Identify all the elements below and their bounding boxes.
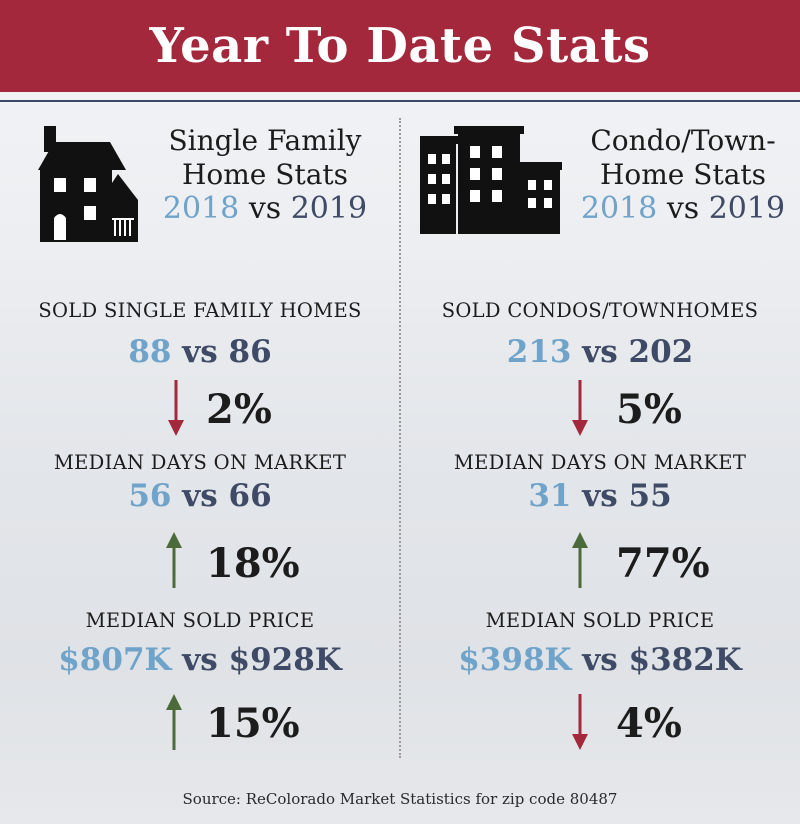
column-divider bbox=[399, 118, 401, 758]
value-2019: 202 bbox=[628, 334, 694, 370]
vs-label: vs bbox=[182, 478, 218, 514]
value-2018: $807K bbox=[58, 642, 172, 678]
stat-values-sold-homes: 88 vs 86 bbox=[0, 334, 400, 370]
value-2018: $398K bbox=[458, 642, 572, 678]
arrow-down-icon bbox=[572, 380, 588, 436]
value-2018: 56 bbox=[128, 478, 172, 514]
change-percent: 2% bbox=[206, 386, 272, 433]
value-2019: 55 bbox=[628, 478, 672, 514]
change-percent: 77% bbox=[616, 540, 710, 587]
title-banner: Year To Date Stats bbox=[0, 0, 800, 92]
change-percent: 5% bbox=[616, 386, 682, 433]
arrow-up-icon bbox=[166, 694, 182, 750]
vs-label: vs bbox=[182, 334, 218, 370]
year-2019: 2019 bbox=[708, 191, 786, 226]
value-2019: 86 bbox=[228, 334, 272, 370]
single-family-column: Single Family Home Stats 2018 vs 2019 SO… bbox=[0, 124, 400, 750]
vs-label: vs bbox=[582, 334, 618, 370]
year-2018: 2018 bbox=[162, 191, 240, 226]
arrow-up-icon bbox=[166, 532, 182, 588]
heading-line-1: Condo/Town- bbox=[590, 124, 776, 157]
arrow-down-icon bbox=[168, 380, 184, 436]
stat-label-sold-price: MEDIAN SOLD PRICE bbox=[485, 609, 715, 632]
single-family-heading: Single Family Home Stats 2018 vs 2019 bbox=[150, 124, 380, 226]
vs-label: vs bbox=[582, 478, 618, 514]
change-percent: 18% bbox=[206, 540, 300, 587]
house-icon bbox=[38, 126, 138, 242]
heading-years: 2018 vs 2019 bbox=[150, 192, 380, 226]
stat-label-days-on-market: MEDIAN DAYS ON MARKET bbox=[453, 451, 747, 474]
value-2019: $382K bbox=[628, 642, 742, 678]
stat-label-sold-homes: SOLD SINGLE FAMILY HOMES bbox=[38, 299, 362, 322]
vs-label: vs bbox=[582, 642, 618, 678]
change-percent: 15% bbox=[206, 700, 300, 747]
heading-line-2: Home Stats bbox=[599, 158, 767, 191]
change-percent: 4% bbox=[616, 700, 682, 747]
condo-column: Condo/Town- Home Stats 2018 vs 2019 SOLD… bbox=[400, 0, 800, 824]
value-2019: 66 bbox=[228, 478, 272, 514]
value-2018: 31 bbox=[528, 478, 572, 514]
year-2018: 2018 bbox=[580, 191, 658, 226]
stat-values-sold-price: $807K vs $928K bbox=[0, 642, 400, 678]
stat-values-days-on-market: 56 vs 66 bbox=[0, 478, 400, 514]
heading-line-2: Home Stats bbox=[181, 158, 349, 191]
value-2018: 213 bbox=[506, 334, 572, 370]
page-title: Year To Date Stats bbox=[149, 18, 651, 74]
vs-label: vs bbox=[248, 191, 282, 226]
arrow-up-icon bbox=[572, 532, 588, 588]
vs-label: vs bbox=[182, 642, 218, 678]
condo-heading: Condo/Town- Home Stats 2018 vs 2019 bbox=[568, 124, 798, 226]
source-note: Source: ReColorado Market Statistics for… bbox=[182, 790, 618, 808]
stat-values-sold-price: $398K vs $382K bbox=[400, 642, 800, 678]
value-2019: $928K bbox=[228, 642, 342, 678]
banner-underline bbox=[0, 100, 800, 102]
arrow-down-icon bbox=[572, 694, 588, 750]
heading-line-1: Single Family bbox=[168, 124, 362, 157]
stat-label-sold-condos: SOLD CONDOS/TOWNHOMES bbox=[441, 299, 759, 322]
heading-years: 2018 vs 2019 bbox=[568, 192, 798, 226]
value-2018: 88 bbox=[128, 334, 172, 370]
buildings-icon bbox=[420, 126, 562, 234]
year-2019: 2019 bbox=[290, 191, 368, 226]
stat-label-sold-price: MEDIAN SOLD PRICE bbox=[85, 609, 315, 632]
stat-values-days-on-market: 31 vs 55 bbox=[400, 478, 800, 514]
stat-label-days-on-market: MEDIAN DAYS ON MARKET bbox=[53, 451, 347, 474]
stat-values-sold-condos: 213 vs 202 bbox=[400, 334, 800, 370]
vs-label: vs bbox=[666, 191, 700, 226]
